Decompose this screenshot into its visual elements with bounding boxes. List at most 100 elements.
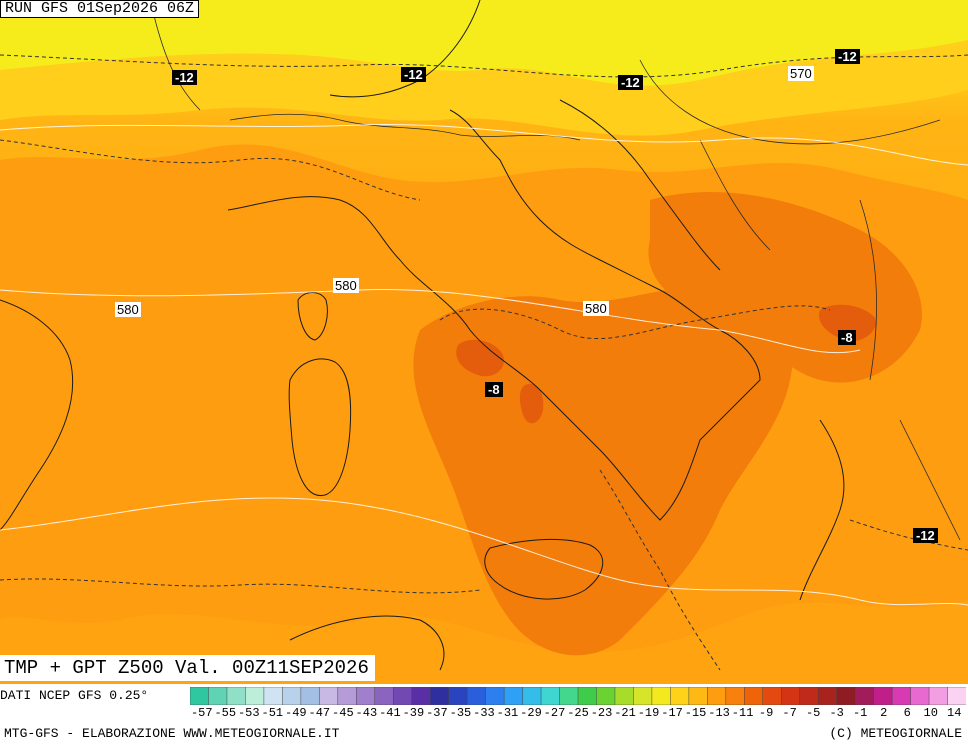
colorbar-tick-label: -33 (473, 706, 495, 720)
colorbar-swatch (910, 687, 930, 705)
colorbar-swatch (522, 687, 542, 705)
colorbar-tick-label: -17 (661, 706, 683, 720)
hot-spot-3 (519, 383, 544, 424)
cold-zone-north (0, 0, 968, 86)
temp-label: -12 (401, 67, 426, 82)
coastlines (0, 0, 845, 671)
temp-label: -12 (172, 70, 197, 85)
colorbar-swatch (596, 687, 616, 705)
colorbar-swatch (854, 687, 875, 705)
cool-zone-north (0, 40, 968, 136)
colorbar-swatch (559, 687, 579, 705)
colorbar-swatch (836, 687, 856, 705)
colorbar-tick-label: -55 (214, 706, 237, 720)
gpt-label: 580 (333, 278, 359, 293)
colorbar-tick-label: -5 (805, 706, 821, 720)
colorbar-tick-label: -53 (237, 706, 260, 720)
colorbar-tick-label: -37 (426, 706, 448, 720)
colorbar-ticks: -57 -55 -53 -51 -49 -47 -45 -43 -41 -39 -37 -35 -33-… (190, 706, 966, 722)
colorbar-swatch (374, 687, 394, 705)
temp-label: -12 (835, 49, 860, 64)
colorbar-swatch (245, 687, 265, 705)
colorbar-tick-label: -25 (567, 706, 589, 720)
colorbar-swatch (688, 687, 709, 705)
colorbar-tick-label: -47 (308, 706, 331, 720)
colorbar-swatch (300, 687, 321, 705)
colorbar-tick-label: 2 (880, 706, 888, 720)
colorbar-swatch (319, 687, 339, 705)
colorbar-swatch (411, 687, 431, 705)
footer-credit: MTG-GFS - ELABORAZIONE WWW.METEOGIORNALE… (4, 726, 340, 741)
map-title: TMP + GPT Z500 Val. 00Z11SEP2026 (0, 655, 375, 681)
colorbar-tick-label: 10 (923, 706, 938, 720)
colorbar-tick-label: -41 (379, 706, 401, 720)
colorbar-swatch (226, 687, 247, 705)
temp-label: -12 (618, 75, 643, 90)
colorbar-swatch (429, 687, 450, 705)
colorbar-tick-label: -9 (758, 706, 774, 720)
colorbar-tick-label: -57 (190, 706, 213, 720)
colorbar-swatch (540, 687, 561, 705)
colorbar-swatch (670, 687, 690, 705)
colorbar-tick-label: -29 (520, 706, 542, 720)
colorbar-swatch (448, 687, 468, 705)
run-label: RUN GFS 01Sep2026 06Z (0, 0, 200, 18)
colorbar-swatch (466, 687, 487, 705)
colorbar-tick-label: 14 (947, 706, 962, 720)
temp-label: -12 (913, 528, 938, 543)
gpt-label: 580 (583, 301, 609, 316)
colorbar-swatch (392, 687, 413, 705)
colorbar-swatch (633, 687, 653, 705)
colorbar-swatch (947, 687, 966, 705)
colorbar-tick-label: -11 (731, 706, 754, 720)
colorbar-tick-label: -35 (449, 706, 472, 720)
colorbar-tick-label: -19 (637, 706, 660, 720)
colorbar-tick-label: -15 (684, 706, 707, 720)
hot-spot-1 (456, 339, 504, 377)
data-source: DATI NCEP GFS 0.25° (0, 688, 149, 703)
colorbar-swatch (577, 687, 598, 705)
colorbar-swatch (356, 687, 376, 705)
colorbar-swatch (928, 687, 949, 705)
temp-label: -8 (838, 330, 856, 345)
geopotential-lines (0, 123, 968, 606)
colorbar-swatch (614, 687, 635, 705)
colorbar-tick-label: 6 (903, 706, 911, 720)
colorbar-swatch (873, 687, 893, 705)
colorbar-tick-label: -1 (852, 706, 868, 720)
colorbar-swatch (503, 687, 524, 705)
colorbar-swatch (337, 687, 358, 705)
colorbar-swatch (780, 687, 801, 705)
colorbar-swatch (208, 687, 228, 705)
hot-zone (413, 287, 793, 656)
colorbar-tick-label: -3 (829, 706, 844, 720)
colorbar-tick-label: -7 (782, 706, 797, 720)
footer-copyright: (C) METEOGIORNALE (829, 726, 962, 741)
colorbar-tick-label: -43 (355, 706, 378, 720)
colorbar-swatch (651, 687, 672, 705)
temp-label: -8 (485, 382, 503, 397)
colorbar-tick-label: -23 (590, 706, 613, 720)
colorbar-tick-label: -45 (332, 706, 354, 720)
colorbar-swatch (762, 687, 782, 705)
colorbar-swatch (707, 687, 727, 705)
colorbar-tick-label: -49 (285, 706, 307, 720)
gpt-label: 570 (788, 66, 814, 81)
colorbar-tick-label: -13 (708, 706, 730, 720)
colorbar-swatch (725, 687, 746, 705)
colorbar-swatch (485, 687, 505, 705)
colorbar-tick-label: -31 (496, 706, 519, 720)
colorbar-swatch (282, 687, 302, 705)
colorbar-tick-label: -21 (614, 706, 636, 720)
gpt-label: 580 (115, 302, 141, 317)
colorbar (190, 687, 966, 705)
colorbar-swatch (891, 687, 912, 705)
colorbar-swatch (263, 687, 284, 705)
colorbar-tick-label: -27 (543, 706, 566, 720)
hot-spot-2 (818, 304, 876, 342)
colorbar-tick-label: -39 (402, 706, 425, 720)
colorbar-tick-label: -51 (261, 706, 284, 720)
colorbar-swatch (190, 687, 210, 705)
colorbar-swatch (817, 687, 838, 705)
colorbar-swatch (799, 687, 819, 705)
